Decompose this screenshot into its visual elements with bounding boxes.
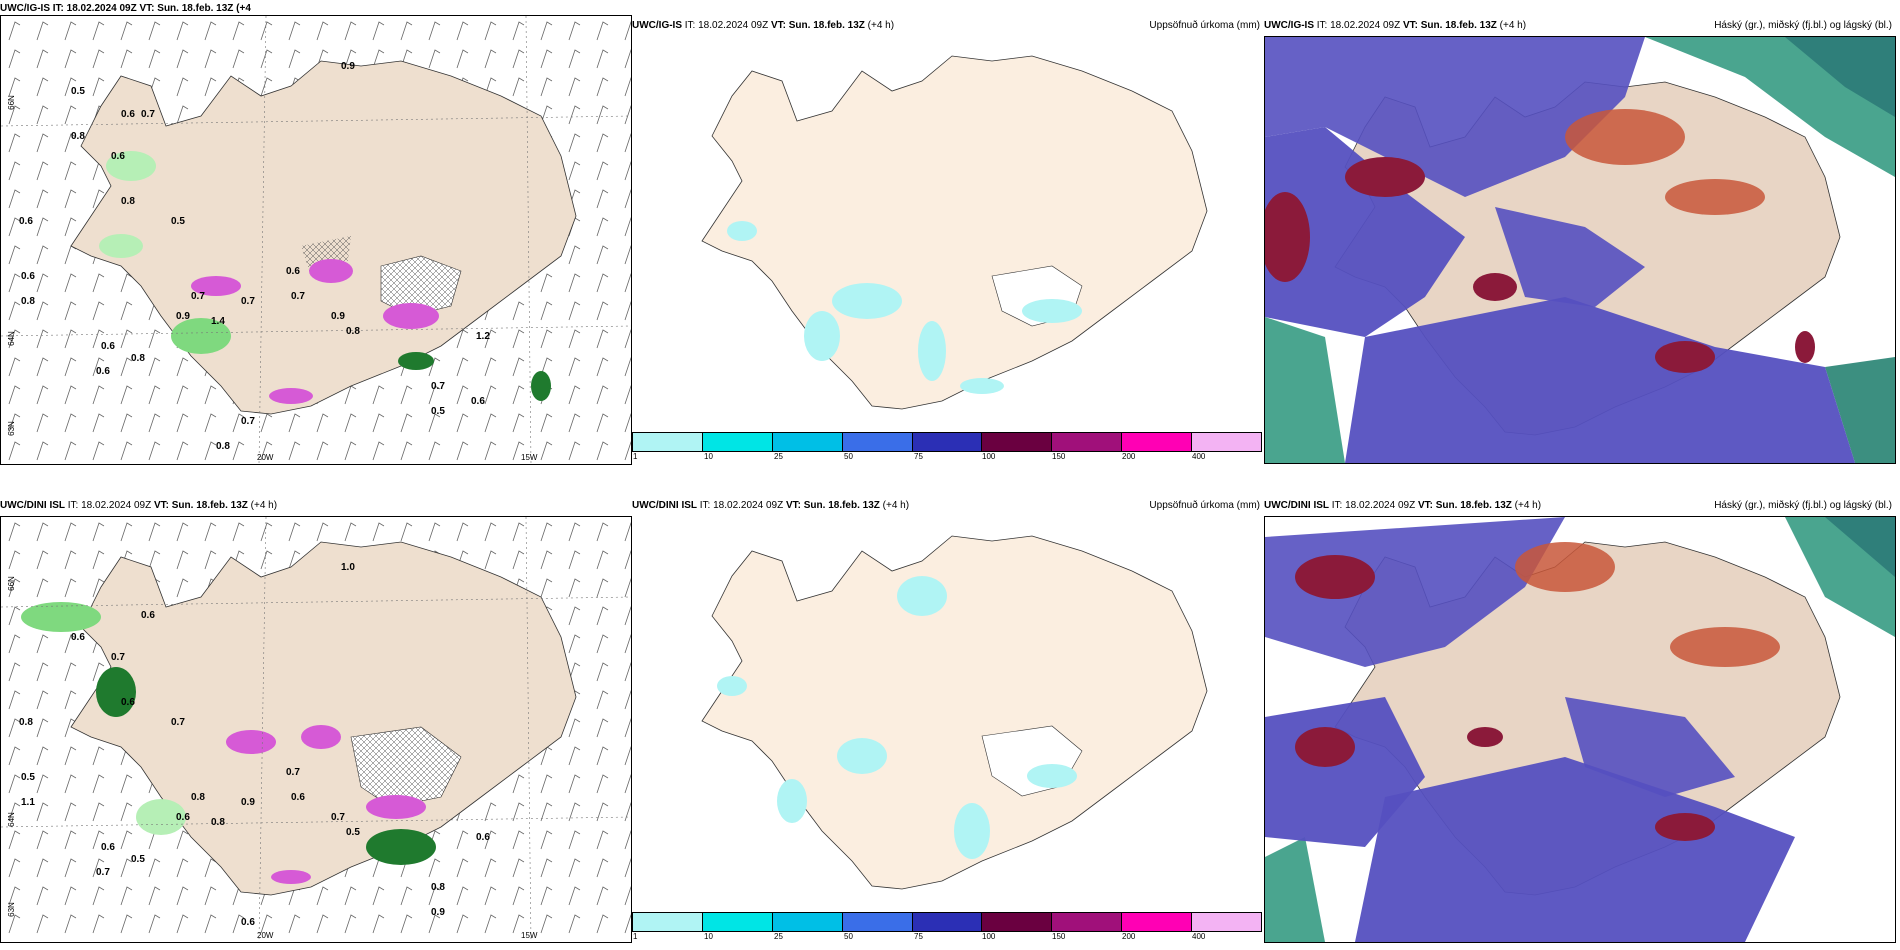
cloud-top-title: UWC/IG-IS IT: 18.02.2024 09Z VT: Sun. 18… bbox=[1264, 20, 1527, 31]
wind-value-label: 0.7 bbox=[331, 812, 345, 823]
wind-value-label: 0.7 bbox=[291, 291, 305, 302]
wind-value-label: 0.7 bbox=[241, 416, 255, 427]
precip-bottom-title: UWC/DINI ISL IT: 18.02.2024 09Z VT: Sun.… bbox=[632, 500, 910, 511]
wind-map-bottom[interactable]: 66N 64N 63N 20W 15W 0.6 1.0 0.6 0.7 0.8 0.6 0.… bbox=[0, 516, 632, 943]
wind-value-label: 0.6 bbox=[471, 396, 485, 407]
wind-value-label: 0.5 bbox=[71, 86, 85, 97]
wind-value-label: 0.8 bbox=[131, 353, 145, 364]
wind-value-label: 1.1 bbox=[21, 797, 35, 808]
wind-value-label: 0.8 bbox=[211, 817, 225, 828]
wind-map-top-svg bbox=[1, 16, 631, 464]
lon-label-15w: 15W bbox=[521, 453, 538, 462]
colorbar-bottom bbox=[632, 912, 1262, 932]
wind-value-label: 0.7 bbox=[191, 291, 205, 302]
lat-label-63: 63N bbox=[6, 421, 16, 436]
wind-value-label: 0.6 bbox=[71, 632, 85, 643]
wind-value-label: 1.2 bbox=[476, 331, 490, 342]
wind-value-label: 0.7 bbox=[286, 767, 300, 778]
wind-value-label: 0.6 bbox=[101, 341, 115, 352]
wind-value-label: 0.8 bbox=[19, 717, 33, 728]
iceland-land bbox=[70, 541, 577, 896]
lat-label-66: 66N bbox=[6, 95, 16, 110]
wind-value-label: 0.6 bbox=[19, 216, 33, 227]
cloud-map-top[interactable] bbox=[1264, 36, 1896, 464]
cloud-map-top-svg bbox=[1265, 37, 1895, 463]
wind-value-label: 0.9 bbox=[341, 61, 355, 72]
wind-value-label: 0.6 bbox=[101, 842, 115, 853]
wind-value-label: 0.9 bbox=[431, 907, 445, 918]
wind-value-label: 0.6 bbox=[176, 812, 190, 823]
bottom-left-title: UWC/DINI ISL IT: 18.02.2024 09Z VT: Sun.… bbox=[0, 500, 278, 511]
wind-value-label: 0.7 bbox=[96, 867, 110, 878]
wind-value-label: 0.6 bbox=[476, 832, 490, 843]
top-left-title: UWC/IG-IS IT: 18.02.2024 09Z VT: Sun. 18… bbox=[0, 3, 251, 14]
colorbar-bottom-labels: 1 10 25 50 75 100 150 200 400 bbox=[633, 932, 1206, 941]
wind-value-label: 0.6 bbox=[121, 697, 135, 708]
wind-value-label: 0.6 bbox=[291, 792, 305, 803]
colorbar-top-labels: 1 10 25 50 75 100 150 200 400 bbox=[633, 452, 1206, 461]
cloud-map-bottom-svg bbox=[1265, 517, 1895, 942]
wind-value-label: 0.9 bbox=[176, 311, 190, 322]
precip-bottom-header: UWC/DINI ISL IT: 18.02.2024 09Z VT: Sun.… bbox=[632, 497, 1264, 517]
iceland-land bbox=[701, 535, 1208, 890]
wind-value-label: 0.6 bbox=[121, 109, 135, 120]
wind-value-label: 0.5 bbox=[21, 772, 35, 783]
wind-value-label: 0.5 bbox=[431, 406, 445, 417]
lat-label-66-b: 66N bbox=[6, 576, 16, 591]
wind-value-label: 0.8 bbox=[71, 131, 85, 142]
bottom-left-header: UWC/DINI ISL IT: 18.02.2024 09Z VT: Sun.… bbox=[0, 497, 632, 517]
precip-map-top-svg bbox=[701, 55, 1208, 410]
wind-value-label: 0.6 bbox=[286, 266, 300, 277]
precip-map-top[interactable] bbox=[632, 36, 1262, 432]
lon-label-15w-b: 15W bbox=[521, 931, 538, 940]
wind-value-label: 0.8 bbox=[21, 296, 35, 307]
lat-label-64: 64N bbox=[6, 331, 16, 346]
lon-label-20w-b: 20W bbox=[257, 931, 274, 940]
wind-value-label: 1.4 bbox=[211, 316, 225, 327]
wind-value-label: 0.9 bbox=[331, 311, 345, 322]
cloud-bottom-header: UWC/DINI ISL IT: 18.02.2024 09Z VT: Sun.… bbox=[1264, 497, 1896, 517]
lat-label-64-b: 64N bbox=[6, 812, 16, 827]
iceland-land bbox=[701, 55, 1208, 410]
cloud-top-label: Háský (gr.), miðský (fj.bl.) og lágský (… bbox=[1714, 20, 1892, 31]
wind-value-label: 0.7 bbox=[111, 652, 125, 663]
cloud-bottom-title: UWC/DINI ISL IT: 18.02.2024 09Z VT: Sun.… bbox=[1264, 500, 1542, 511]
precip-top-label: Uppsöfnuð úrkoma (mm) bbox=[1149, 20, 1260, 31]
wind-value-label: 0.5 bbox=[171, 216, 185, 227]
wind-value-label: 0.8 bbox=[431, 882, 445, 893]
wind-value-label: 0.6 bbox=[241, 917, 255, 928]
wind-value-label: 1.0 bbox=[341, 562, 355, 573]
wind-value-label: 0.7 bbox=[171, 717, 185, 728]
precip-map-bottom-svg bbox=[701, 535, 1208, 890]
wind-value-label: 0.6 bbox=[96, 366, 110, 377]
wind-value-label: 0.6 bbox=[111, 151, 125, 162]
precip-top-header: UWC/IG-IS IT: 18.02.2024 09Z VT: Sun. 18… bbox=[632, 17, 1264, 37]
precip-bottom-label: Uppsöfnuð úrkoma (mm) bbox=[1149, 500, 1260, 511]
cloud-map-bottom[interactable] bbox=[1264, 516, 1896, 943]
wind-map-top[interactable]: 66N 64N 63N 20W 15W 0.5 0.6 0.7 0.9 0.8 0.6 0.… bbox=[0, 15, 632, 465]
wind-value-label: 0.6 bbox=[21, 271, 35, 282]
wind-value-label: 0.8 bbox=[191, 792, 205, 803]
cloud-top-header: UWC/IG-IS IT: 18.02.2024 09Z VT: Sun. 18… bbox=[1264, 17, 1896, 37]
wind-value-label: 0.5 bbox=[131, 854, 145, 865]
wind-value-label: 0.8 bbox=[121, 196, 135, 207]
wind-map-bottom-svg bbox=[1, 517, 631, 942]
precip-top-title: UWC/IG-IS IT: 18.02.2024 09Z VT: Sun. 18… bbox=[632, 20, 895, 31]
colorbar-top bbox=[632, 432, 1262, 452]
wind-value-label: 0.9 bbox=[241, 797, 255, 808]
wind-value-label: 0.5 bbox=[346, 827, 360, 838]
wind-value-label: 0.8 bbox=[216, 441, 230, 452]
wind-value-label: 0.7 bbox=[431, 381, 445, 392]
wind-value-label: 0.7 bbox=[141, 109, 155, 120]
precip-map-bottom[interactable] bbox=[632, 516, 1262, 912]
wind-value-label: 0.7 bbox=[241, 296, 255, 307]
wind-value-label: 0.6 bbox=[141, 610, 155, 621]
lon-label-20w: 20W bbox=[257, 453, 274, 462]
wind-value-label: 0.8 bbox=[346, 326, 360, 337]
cloud-bottom-label: Háský (gr.), miðský (fj.bl.) og lágský (… bbox=[1714, 500, 1892, 511]
lat-label-63-b: 63N bbox=[6, 902, 16, 917]
